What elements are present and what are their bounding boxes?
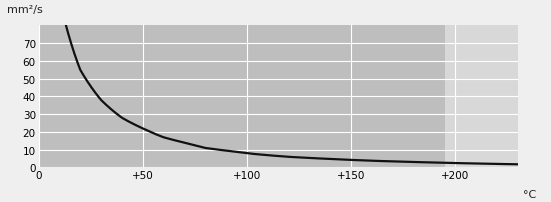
Bar bbox=[445, 26, 518, 168]
Text: °C: °C bbox=[523, 189, 536, 199]
Text: mm²/s: mm²/s bbox=[7, 5, 43, 15]
